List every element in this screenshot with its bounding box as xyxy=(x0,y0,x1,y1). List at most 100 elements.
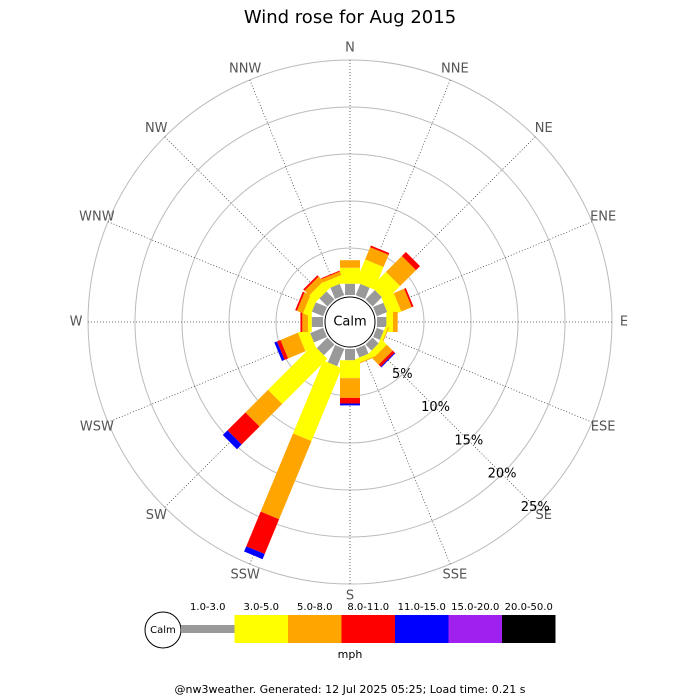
direction-label: WSW xyxy=(80,419,114,434)
ring-label: 5% xyxy=(392,367,413,382)
spoke xyxy=(164,136,332,304)
bar-segment xyxy=(365,290,382,307)
bar-segment xyxy=(296,292,311,314)
spoke xyxy=(368,340,536,508)
bar-segment xyxy=(340,403,360,406)
direction-label: ENE xyxy=(590,210,616,225)
direction-label: NW xyxy=(145,121,168,136)
bar-segment xyxy=(392,312,398,332)
bar-segment xyxy=(380,352,396,368)
bar-segment xyxy=(340,360,360,379)
bar-segment xyxy=(295,291,305,311)
bar-segment xyxy=(227,412,260,445)
bar-segment xyxy=(345,283,355,295)
bar-segment xyxy=(345,349,355,361)
legend-swatch xyxy=(181,625,235,633)
direction-label: SW xyxy=(146,508,167,523)
bar-segment xyxy=(303,275,319,291)
bar-segment xyxy=(311,302,327,317)
direction-label: SSE xyxy=(442,568,467,583)
bar-segment xyxy=(311,317,324,327)
legend-swatch xyxy=(448,615,502,643)
bar-segment xyxy=(404,288,414,308)
bar-segment xyxy=(246,511,280,554)
bar-segment xyxy=(280,332,306,359)
bar-segment xyxy=(310,327,327,343)
bar-segment xyxy=(340,260,360,268)
bar-segment xyxy=(302,294,318,317)
bar-segment xyxy=(222,430,242,450)
chart-title: Wind rose for Aug 2015 xyxy=(244,7,456,28)
bar-segment xyxy=(373,327,384,340)
ring-label: 10% xyxy=(421,400,450,415)
bar-segment xyxy=(355,283,370,299)
bar-segment xyxy=(321,270,340,280)
direction-label: N xyxy=(345,41,355,56)
bar-segment xyxy=(302,312,308,332)
bar-segment xyxy=(378,325,389,346)
legend-label: 5.0-8.0 xyxy=(297,602,332,613)
bar-segment xyxy=(401,251,421,271)
bar-segment xyxy=(385,255,417,287)
bar-segment xyxy=(340,397,360,404)
bar-segment xyxy=(297,328,316,352)
bar-segment xyxy=(321,271,342,283)
calm-label: Calm xyxy=(333,315,366,330)
spoke xyxy=(107,221,326,313)
bar-segment xyxy=(268,344,328,404)
direction-label: NE xyxy=(535,121,553,136)
bar-segment xyxy=(260,433,312,520)
bar-segment xyxy=(330,283,345,299)
bar-segment xyxy=(365,337,379,351)
legend-swatch xyxy=(341,615,395,643)
bar-segment xyxy=(293,360,342,442)
calm-circle xyxy=(324,296,376,348)
ring-line xyxy=(134,106,566,538)
spoke xyxy=(359,346,451,565)
legend-label: 15.0-20.0 xyxy=(451,602,499,613)
bar-segment xyxy=(316,337,335,356)
bar-segment xyxy=(372,344,393,365)
bar-segment xyxy=(304,276,324,296)
bar-segment xyxy=(244,546,265,560)
bar-segment xyxy=(245,389,283,427)
spoke xyxy=(374,331,593,423)
bar-segment xyxy=(322,274,345,290)
legend-label: 8.0-11.0 xyxy=(347,602,389,613)
bar-segment xyxy=(373,302,388,317)
bar-segment xyxy=(381,293,402,317)
bar-segment xyxy=(340,267,360,284)
direction-label: E xyxy=(620,315,628,330)
spoke xyxy=(374,221,593,313)
ring-label: 25% xyxy=(521,500,550,515)
legend-label: 11.0-15.0 xyxy=(398,602,446,613)
direction-label: ESE xyxy=(591,419,616,434)
bar-segment xyxy=(307,312,312,332)
legend-swatch xyxy=(502,615,556,643)
legend-swatch xyxy=(395,615,449,643)
legend-label: 1.0-3.0 xyxy=(190,602,225,613)
ring-label: 15% xyxy=(454,433,483,448)
bar-segment xyxy=(365,247,389,268)
bar-segment xyxy=(300,312,303,332)
direction-label: NNW xyxy=(229,61,261,76)
bar-segment xyxy=(340,378,360,398)
direction-label: SSW xyxy=(230,568,260,583)
legend-label: 20.0-50.0 xyxy=(505,602,553,613)
bar-segment xyxy=(355,345,369,358)
bar-segment xyxy=(376,317,387,327)
direction-label: SE xyxy=(536,508,552,523)
legend-label: 3.0-5.0 xyxy=(244,602,279,613)
bar-segment xyxy=(327,345,345,367)
direction-label: NNE xyxy=(441,61,469,76)
ring-label: 20% xyxy=(488,467,517,482)
bar-segment xyxy=(274,341,285,361)
bar-segment xyxy=(378,350,395,367)
bar-segment xyxy=(371,271,401,301)
legend-calm-label: Calm xyxy=(150,625,176,636)
legend-swatch xyxy=(234,615,288,643)
bar-segment xyxy=(393,288,412,312)
bar-segment xyxy=(370,245,390,255)
